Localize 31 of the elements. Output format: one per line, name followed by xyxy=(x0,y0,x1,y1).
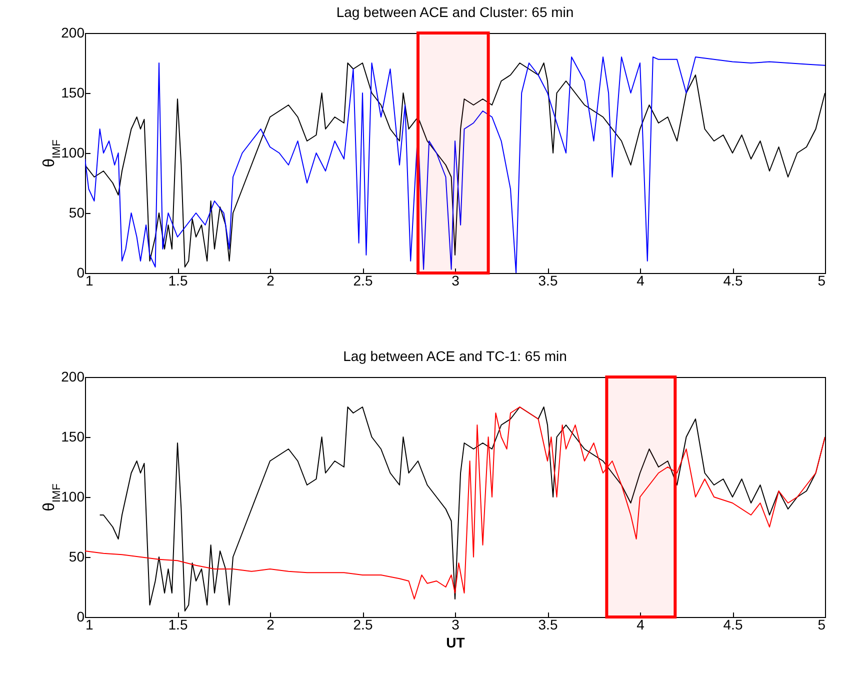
x-tick-label: 4 xyxy=(636,616,645,632)
x-axis-title: UT xyxy=(446,634,466,650)
chart-title: Lag between ACE and Cluster: 65 min xyxy=(336,4,574,20)
x-tick-label: 3 xyxy=(452,272,460,288)
x-tick-label: 1 xyxy=(86,272,94,288)
y-tick-label: 0 xyxy=(76,264,85,280)
y-tick-label: 150 xyxy=(61,428,85,444)
x-tick-label: 1.5 xyxy=(168,616,188,632)
y-tick-label: 50 xyxy=(68,548,85,564)
y-tick-label: 200 xyxy=(61,24,85,40)
x-tick-label: 2 xyxy=(266,272,275,288)
y-tick-label: 100 xyxy=(61,144,85,160)
y-tick-label: 100 xyxy=(61,488,85,504)
chart-title: Lag between ACE and TC-1: 65 min xyxy=(343,348,567,364)
x-tick-label: 3.5 xyxy=(538,616,558,632)
x-tick-label: 1 xyxy=(86,616,94,632)
y-tick-label: 50 xyxy=(68,204,85,220)
x-tick-label: 2 xyxy=(266,616,275,632)
y-tick-label: 0 xyxy=(76,608,85,624)
x-tick-label: 4.5 xyxy=(723,272,743,288)
y-tick-label: 150 xyxy=(61,84,85,100)
x-tick-label: 5 xyxy=(818,616,826,632)
x-tick-label: 2.5 xyxy=(353,272,373,288)
x-tick-label: 4.5 xyxy=(723,616,743,632)
y-tick-label: 200 xyxy=(61,368,85,384)
x-tick-label: 3 xyxy=(452,616,460,632)
x-tick-label: 4 xyxy=(636,272,645,288)
x-tick-label: 3.5 xyxy=(538,272,558,288)
x-tick-label: 2.5 xyxy=(353,616,373,632)
x-tick-label: 5 xyxy=(818,272,826,288)
x-tick-label: 1.5 xyxy=(168,272,188,288)
